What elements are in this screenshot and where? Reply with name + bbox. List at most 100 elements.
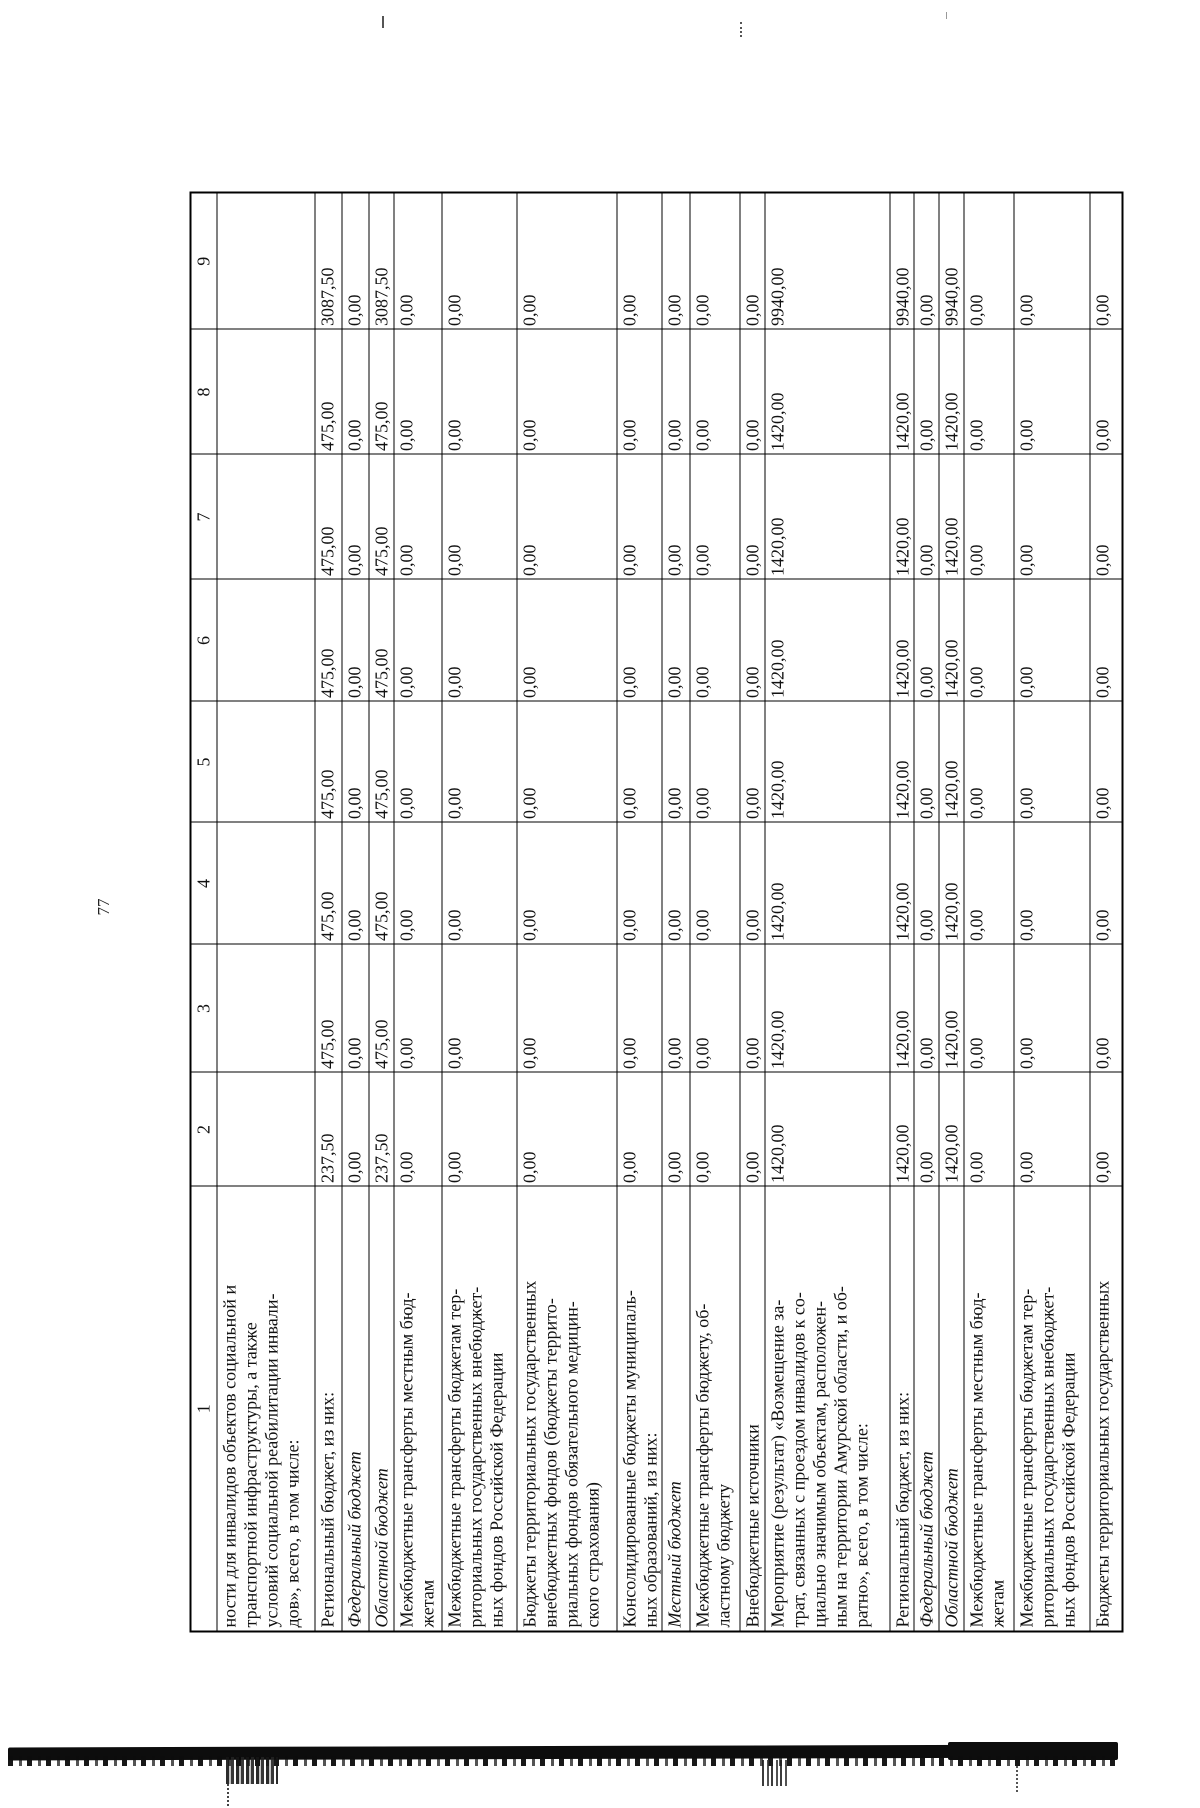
table-row: Местный бюджет 0,00 0,00 0,00 0,00 0,00 0,00 0,… bbox=[661, 192, 690, 1632]
value-cell: 9940,00 bbox=[889, 192, 914, 330]
value-cell: 0,00 bbox=[616, 822, 662, 945]
value-cell: 0,00 bbox=[516, 701, 617, 823]
value-cell: 475,00 bbox=[368, 822, 394, 945]
value-cell: 0,00 bbox=[516, 192, 617, 330]
value-cell: 1420,00 bbox=[889, 454, 914, 580]
value-cell: 0,00 bbox=[1089, 454, 1123, 580]
value-cell: 3087,50 bbox=[314, 192, 342, 330]
scan-speck bbox=[382, 16, 384, 28]
value-cell: 1420,00 bbox=[764, 701, 890, 823]
value-cell: 0,00 bbox=[516, 1072, 617, 1187]
value-cell: 0,00 bbox=[739, 192, 765, 330]
value-cell: 0,00 bbox=[739, 579, 765, 702]
value-cell: 0,00 bbox=[913, 454, 939, 580]
value-cell: 1420,00 bbox=[938, 579, 964, 702]
value-cell: 1420,00 bbox=[889, 944, 914, 1073]
value-cell: 0,00 bbox=[913, 701, 939, 823]
value-cell: 0,00 bbox=[739, 1072, 765, 1187]
table-row: Мероприятие (результат) «Возмещение за- … bbox=[764, 192, 890, 1632]
value-cell: 0,00 bbox=[963, 1072, 1014, 1187]
value-cell: 0,00 bbox=[393, 944, 442, 1073]
scan-speck bbox=[946, 12, 947, 19]
table-row: Межбюджетные трансферты бюджету, об- лас… bbox=[689, 192, 740, 1632]
value-cell: 0,00 bbox=[393, 822, 442, 945]
column-header: 3 bbox=[190, 944, 217, 1073]
value-cell: 0,00 bbox=[341, 454, 369, 580]
value-cell: 1420,00 bbox=[938, 822, 964, 945]
value-cell: 0,00 bbox=[341, 579, 369, 702]
value-cell: 0,00 bbox=[341, 329, 369, 455]
table-row: Бюджеты территориальных государственных … bbox=[516, 192, 617, 1632]
value-cell: 0,00 bbox=[1013, 822, 1090, 945]
value-cell bbox=[216, 822, 315, 945]
value-cell: 3087,50 bbox=[368, 192, 394, 330]
row-label: Федеральный бюджет bbox=[913, 1186, 939, 1632]
value-cell: 0,00 bbox=[516, 822, 617, 945]
value-cell: 0,00 bbox=[1013, 454, 1090, 580]
value-cell bbox=[216, 454, 315, 580]
table-row: Бюджеты территориальных государственных 0… bbox=[1089, 192, 1123, 1632]
value-cell: 1420,00 bbox=[889, 329, 914, 455]
value-cell: 475,00 bbox=[314, 579, 342, 702]
value-cell: 0,00 bbox=[1089, 701, 1123, 823]
value-cell: 1420,00 bbox=[764, 822, 890, 945]
value-cell: 0,00 bbox=[739, 329, 765, 455]
scan-speck bbox=[740, 22, 742, 37]
value-cell: 0,00 bbox=[963, 822, 1014, 945]
table-row: Внебюджетные источники 0,00 0,00 0,00 0,00 0,… bbox=[739, 192, 765, 1632]
value-cell bbox=[216, 1072, 315, 1187]
table-row: Областной бюджет 1420,00 1420,00 1420,00 142… bbox=[938, 192, 964, 1632]
table-row: Федеральный бюджет 0,00 0,00 0,00 0,00 0,00 0,… bbox=[341, 192, 369, 1632]
value-cell: 0,00 bbox=[393, 329, 442, 455]
value-cell: 0,00 bbox=[739, 944, 765, 1073]
value-cell: 1420,00 bbox=[938, 454, 964, 580]
value-cell: 1420,00 bbox=[764, 944, 890, 1073]
value-cell: 1420,00 bbox=[889, 1072, 914, 1187]
value-cell: 0,00 bbox=[963, 329, 1014, 455]
value-cell: 0,00 bbox=[341, 822, 369, 945]
value-cell: 1420,00 bbox=[889, 579, 914, 702]
row-label: Областной бюджет bbox=[938, 1186, 964, 1632]
row-label: Мероприятие (результат) «Возмещение за- … bbox=[764, 1186, 890, 1632]
value-cell: 0,00 bbox=[1089, 1072, 1123, 1187]
value-cell: 0,00 bbox=[963, 944, 1014, 1073]
value-cell: 0,00 bbox=[913, 822, 939, 945]
value-cell: 1420,00 bbox=[764, 579, 890, 702]
row-label: Межбюджетные трансферты бюджету, об- лас… bbox=[689, 1186, 740, 1632]
value-cell: 0,00 bbox=[689, 701, 740, 823]
value-cell: 9940,00 bbox=[764, 192, 890, 330]
value-cell bbox=[216, 329, 315, 455]
row-label: Бюджеты территориальных государственных bbox=[1089, 1186, 1123, 1632]
value-cell: 0,00 bbox=[739, 701, 765, 823]
value-cell bbox=[216, 944, 315, 1073]
value-cell: 475,00 bbox=[314, 822, 342, 945]
value-cell: 475,00 bbox=[368, 701, 394, 823]
column-header: 5 bbox=[190, 701, 217, 823]
value-cell: 0,00 bbox=[1089, 329, 1123, 455]
value-cell: 0,00 bbox=[516, 579, 617, 702]
value-cell: 0,00 bbox=[689, 329, 740, 455]
value-cell: 0,00 bbox=[341, 944, 369, 1073]
column-header: 8 bbox=[190, 329, 217, 455]
value-cell: 0,00 bbox=[616, 192, 662, 330]
value-cell: 0,00 bbox=[1013, 192, 1090, 330]
value-cell: 0,00 bbox=[441, 579, 517, 702]
value-cell: 0,00 bbox=[616, 454, 662, 580]
value-cell: 237,50 bbox=[368, 1072, 394, 1187]
value-cell: 0,00 bbox=[689, 454, 740, 580]
value-cell: 0,00 bbox=[1013, 579, 1090, 702]
value-cell: 0,00 bbox=[341, 701, 369, 823]
value-cell: 475,00 bbox=[314, 944, 342, 1073]
row-label: Региональный бюджет, из них: bbox=[314, 1186, 342, 1632]
row-label: Межбюджетные трансферты местным бюд- жет… bbox=[393, 1186, 442, 1632]
row-label: Федеральный бюджет bbox=[341, 1186, 369, 1632]
value-cell: 0,00 bbox=[661, 454, 690, 580]
value-cell: 475,00 bbox=[314, 454, 342, 580]
value-cell: 0,00 bbox=[1089, 579, 1123, 702]
row-label: Межбюджетные трансферты местным бюд- жет… bbox=[963, 1186, 1014, 1632]
table-row: Консолидированные бюджеты муниципаль- ны… bbox=[616, 192, 662, 1632]
value-cell: 0,00 bbox=[913, 944, 939, 1073]
